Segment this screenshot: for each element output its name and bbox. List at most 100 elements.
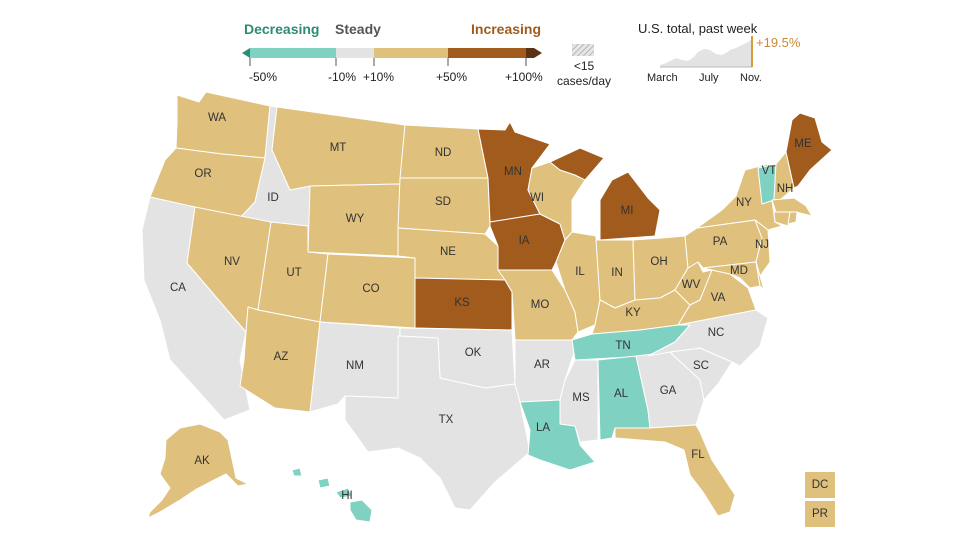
state-label-KS: KS bbox=[454, 297, 470, 309]
state-CT[interactable] bbox=[773, 211, 791, 227]
state-label-OK: OK bbox=[465, 347, 482, 359]
state-label-WY: WY bbox=[346, 213, 365, 225]
state-label-WA: WA bbox=[208, 112, 226, 124]
legend-tick-label-plus50: +50% bbox=[436, 70, 468, 84]
state-IN[interactable]: IN bbox=[595, 239, 636, 309]
sparkline-x-label-nov: Nov. bbox=[740, 72, 762, 84]
state-NE[interactable]: NE bbox=[397, 227, 506, 281]
state-label-MT: MT bbox=[330, 142, 347, 154]
state-NC[interactable]: NC bbox=[647, 309, 769, 367]
state-RI[interactable] bbox=[787, 211, 798, 225]
state-label-CO: CO bbox=[362, 283, 379, 295]
state-label-AZ: AZ bbox=[274, 351, 289, 363]
sparkline-x-label-july: July bbox=[699, 72, 719, 84]
state-VA[interactable]: VA bbox=[677, 269, 757, 326]
state-VT[interactable]: VT bbox=[757, 163, 777, 205]
state-SD[interactable]: SD bbox=[397, 177, 491, 235]
state-label-NM: NM bbox=[346, 360, 364, 372]
territory-label-PR: PR bbox=[812, 508, 828, 520]
state-label-NV: NV bbox=[224, 256, 240, 268]
legend-swatch-extreme-increase bbox=[526, 48, 542, 58]
state-label-TN: TN bbox=[615, 340, 630, 352]
territory-PR-box[interactable]: PR bbox=[805, 501, 835, 527]
state-label-IA: IA bbox=[519, 235, 530, 247]
state-label-NH: NH bbox=[777, 183, 794, 195]
sparkline-chart bbox=[660, 36, 753, 68]
state-label-FL: FL bbox=[691, 449, 705, 461]
state-DE[interactable] bbox=[755, 261, 765, 291]
legend-low-cases-line-2: cases/day bbox=[556, 74, 612, 88]
state-label-SC: SC bbox=[693, 360, 709, 372]
state-MI[interactable]: MI bbox=[549, 147, 661, 241]
state-CA[interactable]: CA bbox=[141, 196, 251, 421]
state-TX[interactable]: TX bbox=[344, 335, 531, 511]
state-label-GA: GA bbox=[660, 385, 677, 397]
state-label-NC: NC bbox=[708, 327, 725, 339]
legend-steady-label: Steady bbox=[335, 21, 381, 37]
state-label-AK: AK bbox=[194, 455, 210, 467]
state-label-AL: AL bbox=[614, 388, 629, 400]
state-label-OH: OH bbox=[650, 256, 667, 268]
state-KS[interactable]: KS bbox=[414, 277, 513, 331]
state-label-WI: WI bbox=[530, 192, 544, 204]
state-HI[interactable]: HI bbox=[291, 467, 373, 523]
state-WA[interactable]: WA bbox=[175, 91, 271, 159]
state-AK[interactable]: AK bbox=[147, 423, 249, 519]
state-label-MN: MN bbox=[504, 166, 522, 178]
legend-swatch-decrease bbox=[250, 48, 336, 58]
sparkline-area bbox=[660, 40, 751, 67]
state-MD[interactable]: MD bbox=[702, 261, 761, 289]
state-label-VT: VT bbox=[762, 165, 777, 177]
state-label-PA: PA bbox=[713, 236, 728, 248]
state-label-SD: SD bbox=[435, 196, 451, 208]
state-FL[interactable]: FL bbox=[614, 424, 736, 517]
sparkline-x-label-march: March bbox=[647, 72, 678, 84]
state-label-CA: CA bbox=[170, 282, 186, 294]
state-NH[interactable]: NH bbox=[773, 151, 795, 201]
legend-low-cases-line-1: <15 bbox=[573, 59, 595, 73]
legend-tick-label-plus100: +100% bbox=[505, 70, 543, 84]
state-label-UT: UT bbox=[286, 267, 301, 279]
state-label-MO: MO bbox=[531, 299, 550, 311]
state-label-ND: ND bbox=[435, 147, 452, 159]
sparkline-title: U.S. total, past week bbox=[638, 21, 758, 36]
state-CO[interactable]: CO bbox=[319, 253, 416, 329]
state-label-IN: IN bbox=[611, 267, 623, 279]
state-MS[interactable]: MS bbox=[559, 359, 599, 443]
state-label-MS: MS bbox=[572, 392, 590, 404]
legend-tick-label-plus10: +10% bbox=[363, 70, 395, 84]
legend-swatch-steady bbox=[336, 48, 374, 58]
state-label-AR: AR bbox=[534, 359, 550, 371]
state-label-ID: ID bbox=[267, 192, 279, 204]
state-label-NJ: NJ bbox=[755, 239, 769, 251]
state-WY[interactable]: WY bbox=[307, 183, 401, 257]
legend-swatch-strong-increase bbox=[448, 48, 526, 58]
state-label-MI: MI bbox=[621, 205, 634, 217]
state-TN[interactable]: TN bbox=[571, 324, 691, 361]
state-AZ[interactable]: AZ bbox=[239, 306, 321, 413]
state-label-NY: NY bbox=[736, 197, 752, 209]
state-label-VA: VA bbox=[711, 292, 726, 304]
legend-color-scale bbox=[242, 48, 542, 66]
state-IA[interactable]: IA bbox=[489, 213, 566, 271]
state-MT[interactable]: MT bbox=[271, 106, 406, 191]
territory-label-DC: DC bbox=[811, 479, 829, 491]
state-label-OR: OR bbox=[194, 168, 211, 180]
state-ND[interactable]: ND bbox=[399, 124, 489, 179]
legend-tick-label-minus50: -50% bbox=[249, 70, 278, 84]
state-PA[interactable]: PA bbox=[684, 219, 763, 269]
state-MO[interactable]: MO bbox=[497, 269, 579, 341]
state-IL[interactable]: IL bbox=[555, 231, 601, 333]
state-MN[interactable]: MN bbox=[477, 121, 551, 223]
legend-tick-label-minus10: -10% bbox=[328, 70, 357, 84]
state-label-HI: HI bbox=[341, 490, 353, 502]
state-label-WV: WV bbox=[682, 279, 701, 291]
state-label-MD: MD bbox=[730, 265, 748, 277]
state-AR[interactable]: AR bbox=[514, 339, 576, 403]
state-ME[interactable]: ME bbox=[785, 112, 833, 189]
state-label-KY: KY bbox=[625, 307, 641, 319]
legend-low-cases-swatch bbox=[572, 44, 594, 56]
legend-swatch-increase bbox=[374, 48, 448, 58]
territory-DC-box[interactable]: DC bbox=[805, 472, 835, 498]
state-label-IL: IL bbox=[575, 266, 585, 278]
